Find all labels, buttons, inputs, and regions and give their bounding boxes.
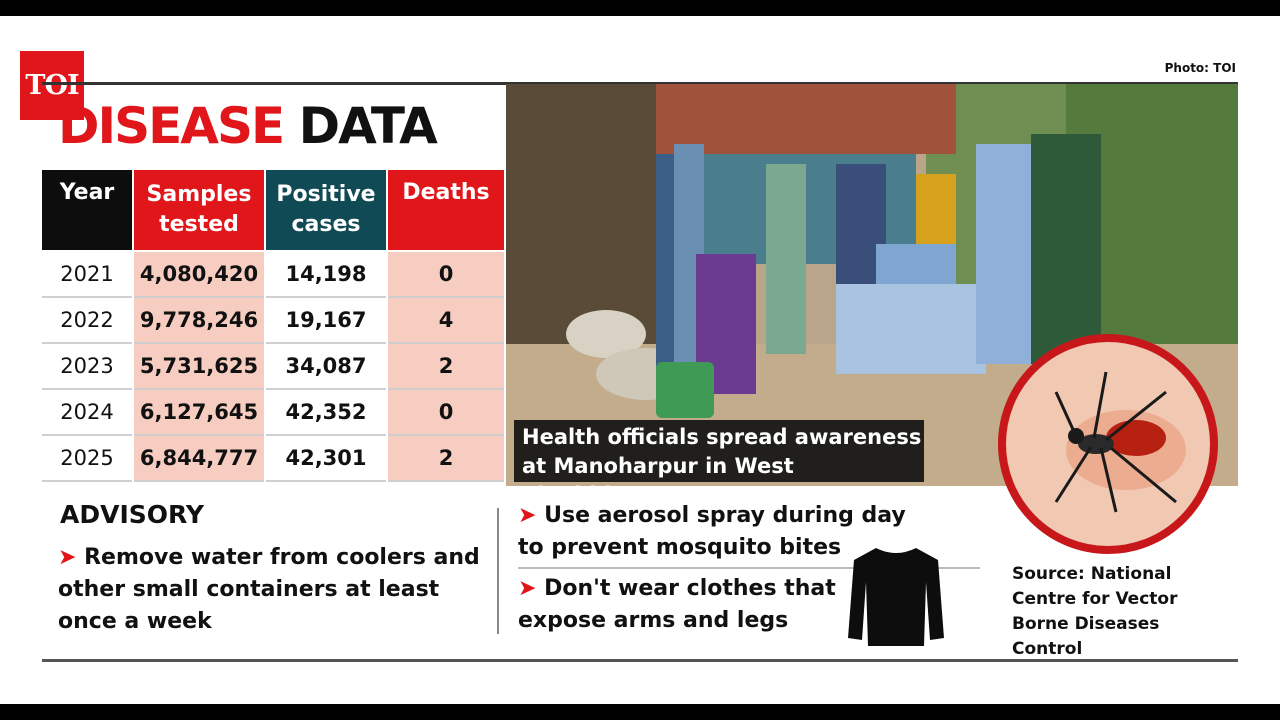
title-part-1: DISEASE: [58, 97, 285, 155]
advisory-item: ➤ Don't wear clothes that expose arms an…: [518, 573, 848, 637]
divider: [518, 567, 980, 569]
photo-caption: Health officials spread awareness at Man…: [514, 420, 924, 507]
cell-positive: 42,301: [266, 436, 386, 482]
table-row: 2025 6,844,777 42,301 2: [42, 436, 504, 482]
cell-positive: 14,198: [266, 252, 386, 298]
advisory-item: ➤ Remove water from coolers and other sm…: [58, 542, 488, 638]
cell-positive: 19,167: [266, 298, 386, 344]
title-part-2: DATA: [298, 97, 438, 155]
table-row: 2021 4,080,420 14,198 0: [42, 252, 504, 298]
cell-samples: 6,844,777: [134, 436, 264, 482]
advisory-title: ADVISORY: [60, 500, 204, 529]
header-deaths: Deaths: [388, 170, 504, 250]
cell-positive: 34,087: [266, 344, 386, 390]
caption-line-2: at Manoharpur in West Singhbhum: [522, 454, 794, 507]
arrow-icon: ➤: [58, 545, 77, 570]
cell-positive: 42,352: [266, 390, 386, 436]
table-row: 2024 6,127,645 42,352 0: [42, 390, 504, 436]
arrow-icon: ➤: [518, 503, 537, 528]
advisory-text: Use aerosol spray during day to prevent …: [518, 503, 906, 560]
photo-credit: Photo: TOI: [1164, 61, 1236, 75]
header-samples-tested: Samples tested: [134, 170, 264, 250]
cell-samples: 5,731,625: [134, 344, 264, 390]
table-row: 2023 5,731,625 34,087 2: [42, 344, 504, 390]
cell-year: 2021: [42, 252, 132, 298]
cell-year: 2024: [42, 390, 132, 436]
bottom-band: [0, 704, 1280, 720]
shirt-icon: [848, 548, 944, 646]
table-row: 2022 9,778,246 19,167 4: [42, 298, 504, 344]
top-band: [0, 0, 1280, 16]
cell-deaths: 4: [388, 298, 504, 344]
advisory-text: Remove water from coolers and other smal…: [58, 545, 480, 634]
toi-logo[interactable]: TOI: [20, 51, 84, 120]
advisory-item: ➤ Use aerosol spray during day to preven…: [518, 500, 928, 564]
cell-deaths: 0: [388, 252, 504, 298]
divider: [497, 508, 499, 634]
page-title: DISEASE DATA: [58, 96, 438, 156]
cell-year: 2023: [42, 344, 132, 390]
cell-year: 2022: [42, 298, 132, 344]
cell-samples: 4,080,420: [134, 252, 264, 298]
infographic-panel: [42, 82, 1238, 662]
cell-samples: 6,127,645: [134, 390, 264, 436]
advisory-text: Don't wear clothes that expose arms and …: [518, 576, 836, 633]
source-note: Source: National Centre for Vector Borne…: [1012, 564, 1178, 659]
arrow-icon: ➤: [518, 576, 537, 601]
cell-deaths: 2: [388, 344, 504, 390]
header-year: Year: [42, 170, 132, 250]
cell-year: 2025: [42, 436, 132, 482]
mosquito-illustration: [998, 334, 1218, 554]
header-positive-cases: Positive cases: [266, 170, 386, 250]
cell-samples: 9,778,246: [134, 298, 264, 344]
cell-deaths: 2: [388, 436, 504, 482]
caption-line-1: Health officials spread awareness: [522, 425, 922, 449]
cell-deaths: 0: [388, 390, 504, 436]
